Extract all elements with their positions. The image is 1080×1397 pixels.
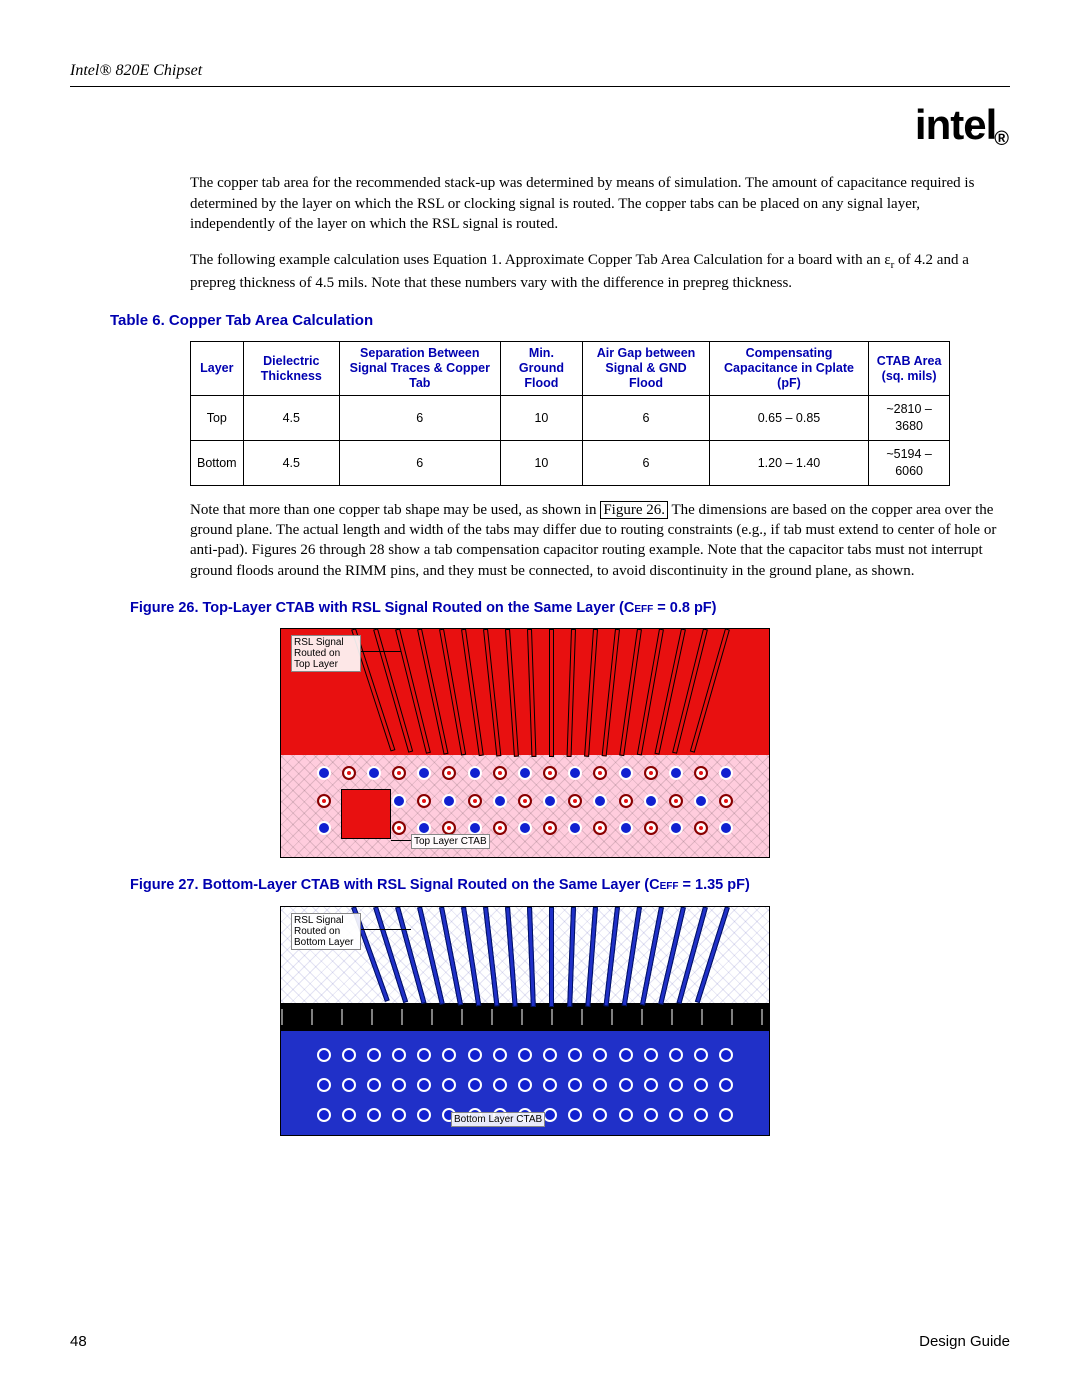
ctab-shape [341, 789, 391, 839]
paragraph-3: Note that more than one copper tab shape… [190, 500, 1000, 581]
th-layer: Layer [191, 342, 244, 396]
th-air-gap: Air Gap between Signal & GND Flood [583, 342, 710, 396]
table-header-row: Layer Dielectric Thickness Separation Be… [191, 342, 950, 396]
page-number: 48 [70, 1332, 87, 1352]
th-ctab-area: CTAB Area (sq. mils) [869, 342, 950, 396]
th-compensating: Compensating Capacitance in Cplate (pF) [709, 342, 868, 396]
figure-26-caption: Figure 26. Top-Layer CTAB with RSL Signa… [130, 599, 1010, 619]
th-separation: Separation Between Signal Traces & Coppe… [339, 342, 500, 396]
anno-rsl-top: RSL Signal Routed on Top Layer [291, 635, 361, 672]
table-row: Top 4.5 6 10 6 0.65 – 0.85 ~2810 – 3680 [191, 396, 950, 441]
paragraph-2: The following example calculation uses E… [190, 250, 1000, 293]
intel-logo: intel® [915, 101, 1010, 148]
figure-26-link[interactable]: Figure 26. [600, 501, 668, 519]
page-footer: 48 Design Guide [70, 1332, 1010, 1352]
footer-guide: Design Guide [919, 1332, 1010, 1352]
paragraph-1: The copper tab area for the recommended … [190, 173, 1000, 234]
anno-rsl-bottom: RSL Signal Routed on Bottom Layer [291, 913, 361, 950]
logo-container: intel® [70, 97, 1010, 154]
anno-ctab-bottom: Bottom Layer CTAB [451, 1112, 545, 1127]
table-row: Bottom 4.5 6 10 6 1.20 – 1.40 ~5194 – 60… [191, 441, 950, 486]
anno-ctab-top: Top Layer CTAB [411, 834, 490, 849]
table-6-caption: Table 6. Copper Tab Area Calculation [110, 311, 1010, 331]
figure-26-image: RSL Signal Routed on Top Layer Top Layer… [280, 628, 770, 858]
th-min-ground: Min. Ground Flood [500, 342, 583, 396]
table-6: Layer Dielectric Thickness Separation Be… [190, 341, 950, 486]
figure-27-image: RSL Signal Routed on Bottom Layer Bottom… [280, 906, 770, 1136]
connector-band [281, 1003, 769, 1031]
doc-header-title: Intel® 820E Chipset [70, 60, 1010, 82]
header-rule [70, 86, 1010, 87]
th-dielectric: Dielectric Thickness [243, 342, 339, 396]
figure-27-caption: Figure 27. Bottom-Layer CTAB with RSL Si… [130, 876, 1010, 896]
